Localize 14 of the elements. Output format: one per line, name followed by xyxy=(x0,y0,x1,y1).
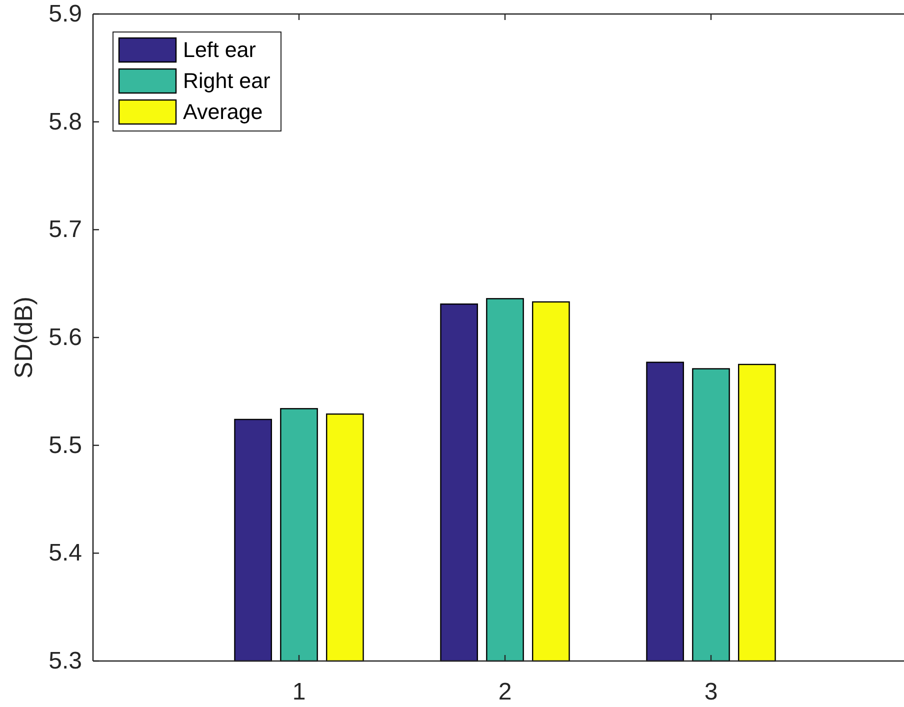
y-tick-label: 5.9 xyxy=(48,0,82,28)
y-axis-title: SD(dB) xyxy=(10,296,38,378)
legend-label: Average xyxy=(183,100,263,124)
y-tick-label: 5.5 xyxy=(48,432,82,459)
y-tick-label: 5.3 xyxy=(48,648,82,674)
y-tick-label: 5.7 xyxy=(48,216,82,244)
y-tick-label: 5.8 xyxy=(48,108,82,136)
x-tick-label: 1 xyxy=(292,678,306,706)
x-tick-label: 2 xyxy=(498,678,512,706)
y-tick-label: 5.6 xyxy=(48,324,82,351)
legend-label: Left ear xyxy=(183,38,256,62)
y-tick-label: 5.4 xyxy=(48,540,82,567)
x-tick-label: 3 xyxy=(704,678,718,706)
legend-label: Right ear xyxy=(183,69,270,93)
